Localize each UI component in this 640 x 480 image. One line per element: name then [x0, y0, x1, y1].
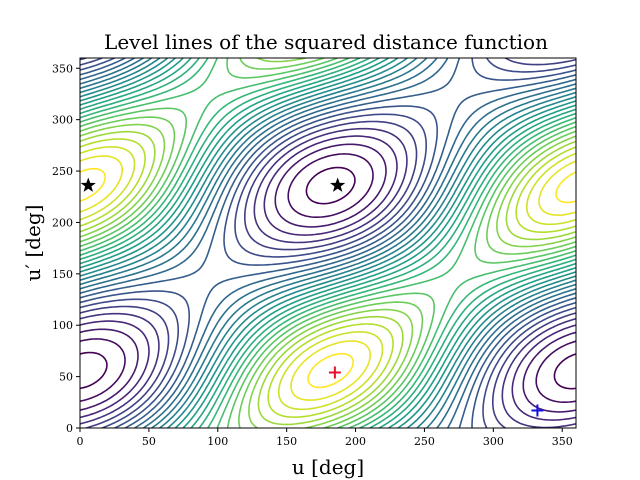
contour-level-12: [80, 58, 576, 428]
marker-layer: [80, 177, 544, 417]
y-tick-label: 350: [52, 62, 73, 75]
contour-level-19: [80, 58, 576, 428]
contour-level-18: [80, 58, 576, 428]
contour-lines: [80, 58, 576, 428]
x-tick-label: 100: [207, 435, 228, 448]
contour-level-16: [80, 58, 576, 428]
x-axis-label: u [deg]: [292, 455, 364, 479]
y-tick-label: 300: [52, 114, 73, 127]
plus-marker: [328, 366, 341, 379]
plot-frame: [79, 57, 577, 429]
star-marker: [330, 177, 346, 192]
y-tick-label: 0: [66, 422, 73, 435]
contour-level-21: [80, 58, 576, 428]
contour-level-2: [80, 143, 576, 413]
x-tick-label: 150: [276, 435, 297, 448]
y-tick-label: 200: [52, 216, 73, 229]
y-tick-label: 100: [52, 319, 73, 332]
contour-level-15: [80, 58, 576, 428]
x-tick-label: 300: [483, 435, 504, 448]
contour-level-27: [80, 167, 576, 389]
contour-level-10: [80, 58, 576, 428]
y-tick-label: 150: [52, 268, 73, 281]
contour-level-13: [80, 58, 576, 428]
x-tick-label: 0: [77, 435, 84, 448]
contour-level-25: [80, 146, 576, 411]
contour-level-23: [80, 130, 576, 426]
y-tick-label: 50: [59, 371, 73, 384]
y-axis-label: u′ [deg]: [21, 205, 45, 282]
x-tick-label: 350: [552, 435, 573, 448]
y-axis: 0 50 100 150 200 250 300 350: [52, 62, 80, 435]
contour-level-26: [80, 155, 576, 401]
chart-title: Level lines of the squared distance func…: [104, 30, 548, 54]
contour-level-0: [80, 166, 576, 390]
y-tick-label: 250: [52, 165, 73, 178]
star-marker: [80, 177, 96, 192]
x-tick-label: 250: [414, 435, 435, 448]
x-axis: 0 50 100 150 200 250 300 350: [77, 428, 573, 448]
plus-marker: [531, 404, 544, 417]
x-tick-label: 50: [142, 435, 156, 448]
contour-level-22: [80, 58, 576, 428]
contour-level-3: [80, 135, 576, 421]
x-tick-label: 200: [345, 435, 366, 448]
contour-level-1: [80, 153, 576, 403]
contour-level-17: [80, 58, 576, 428]
contour-level-4: [80, 127, 576, 428]
contour-level-20: [80, 58, 576, 428]
